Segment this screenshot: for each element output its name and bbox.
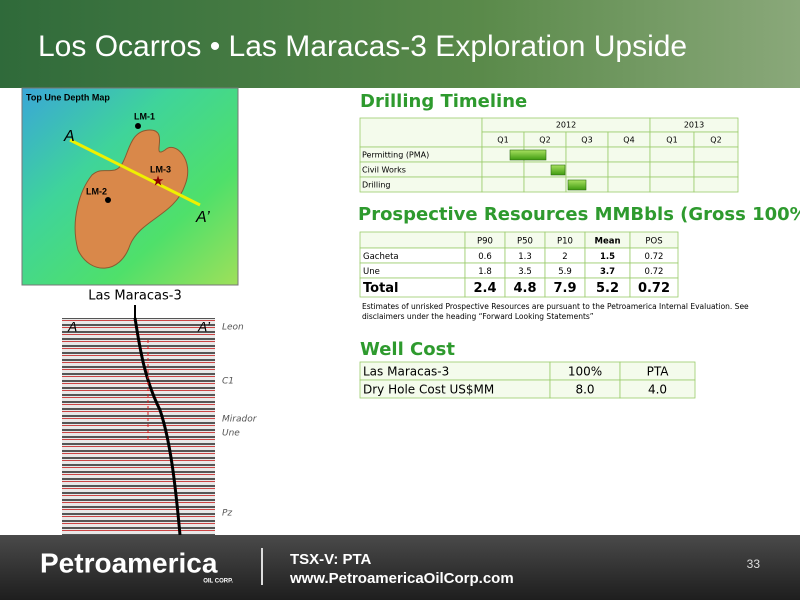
cell-text: Une xyxy=(363,267,380,277)
section-heading: Prospective Resources MMBbls (Gross 100%… xyxy=(358,204,800,225)
section-line xyxy=(69,138,201,207)
cell-text: P50 xyxy=(517,237,533,247)
table-cell xyxy=(693,146,739,163)
cell-text: P90 xyxy=(477,237,493,247)
seismic-section: A A’ xyxy=(62,305,215,536)
section-label: A’ xyxy=(195,209,210,226)
table-cell xyxy=(693,161,739,178)
cell-text: Total xyxy=(363,281,399,296)
table-cell xyxy=(649,176,695,193)
cell-text: 2013 xyxy=(684,121,704,130)
cell-text: 100% xyxy=(568,365,602,379)
well-path xyxy=(133,317,182,536)
cell-text: Las Maracas-3 xyxy=(363,365,449,379)
cell-text: 5.2 xyxy=(596,281,619,296)
well-dot xyxy=(135,123,141,129)
cell-text: 0.72 xyxy=(645,252,664,262)
table-cell xyxy=(481,161,525,178)
cell-text: Dry Hole Cost US$MM xyxy=(363,383,494,397)
section-heading: Well Cost xyxy=(360,339,455,360)
cell-text: 1.3 xyxy=(518,252,532,262)
depth-map: ★ Top Une Depth Map LM-1 LM-2 LM-3 A A’ xyxy=(21,87,239,286)
cell-text: 0.72 xyxy=(638,281,670,296)
cell-text: 2.4 xyxy=(473,281,496,296)
cell-text: 2 xyxy=(562,252,567,262)
section-label: A’ xyxy=(197,319,211,335)
table-cell xyxy=(607,176,651,193)
section-label: A xyxy=(63,128,75,145)
cell-text: 0.72 xyxy=(645,267,664,277)
cell-text: P10 xyxy=(557,237,573,247)
cell-text: 3.5 xyxy=(518,267,532,277)
table-cell xyxy=(607,161,651,178)
horizon-label: C1 xyxy=(222,377,234,387)
cell-text: 4.0 xyxy=(648,383,667,397)
table-cell xyxy=(565,146,609,163)
cell-text: 5.9 xyxy=(558,267,572,277)
cell-text: 4.8 xyxy=(513,281,536,296)
table-cell xyxy=(629,277,679,298)
well-star: ★ xyxy=(152,173,165,189)
slide-title: Los Ocarros • Las Maracas-3 Exploration … xyxy=(38,30,687,63)
cell-text: Q1 xyxy=(497,136,508,145)
website: www.PetroamericaOilCorp.com xyxy=(289,570,514,587)
well-label: LM-2 xyxy=(86,186,107,196)
cell-text: Q1 xyxy=(666,136,677,145)
cell-text: 1.5 xyxy=(600,252,615,262)
horizon-label: Pz xyxy=(222,509,232,519)
page-number: 33 xyxy=(747,557,761,571)
cell-text: 3.7 xyxy=(600,267,615,277)
cell-text: 2012 xyxy=(556,121,576,130)
table-cell xyxy=(607,146,651,163)
note-line: disclaimers under the heading “Forward L… xyxy=(362,312,594,321)
cell-text: Civil Works xyxy=(362,166,406,175)
table-cell xyxy=(359,117,483,148)
cell-text: 1.8 xyxy=(478,267,492,277)
section-heading: Drilling Timeline xyxy=(360,91,527,112)
horizon-label: Mirador xyxy=(222,415,258,425)
cell-text: Q2 xyxy=(710,136,721,145)
table-cell xyxy=(523,176,567,193)
well-label: LM-1 xyxy=(134,111,155,121)
horizon-label: Leon xyxy=(222,323,244,333)
cell-text: Drilling xyxy=(362,181,391,190)
table-cell xyxy=(565,161,609,178)
cell-text: 0.6 xyxy=(478,252,492,262)
horizon-label: Une xyxy=(222,429,240,439)
table-cell xyxy=(359,231,466,249)
gantt-bar xyxy=(509,149,547,161)
ticker: TSX-V: PTA xyxy=(290,551,372,568)
seismic-image xyxy=(62,318,215,535)
gantt-bar xyxy=(550,164,566,176)
cell-text: Q3 xyxy=(581,136,592,145)
map-title: Top Une Depth Map xyxy=(26,92,110,102)
section-label: A xyxy=(67,319,77,335)
table-cell xyxy=(481,176,525,193)
footer-bar xyxy=(0,535,800,600)
table-cell xyxy=(693,176,739,193)
logo-sub: OIL CORP. xyxy=(203,579,233,585)
cell-text: Q4 xyxy=(623,136,634,145)
cell-text: Mean xyxy=(594,237,620,247)
well-dot xyxy=(105,197,111,203)
table-cell xyxy=(649,161,695,178)
cell-text: 7.9 xyxy=(553,281,576,296)
well-label: LM-3 xyxy=(150,164,171,174)
prospect-outline xyxy=(74,129,189,269)
cell-text: Gacheta xyxy=(363,252,399,262)
note-line: Estimates of unrisked Prospective Resour… xyxy=(362,302,749,311)
header-banner xyxy=(0,0,800,88)
table-cell xyxy=(649,146,695,163)
cell-text: PTA xyxy=(647,365,670,379)
cell-text: Q2 xyxy=(539,136,550,145)
cell-text: 8.0 xyxy=(575,383,594,397)
gantt-bar xyxy=(567,179,587,191)
seismic-title: Las Maracas-3 xyxy=(88,289,181,304)
cell-text: POS xyxy=(645,237,662,247)
cell-text: Permitting (PMA) xyxy=(362,151,429,160)
logo: Petroamerica xyxy=(40,547,218,578)
table-cell xyxy=(619,379,696,399)
